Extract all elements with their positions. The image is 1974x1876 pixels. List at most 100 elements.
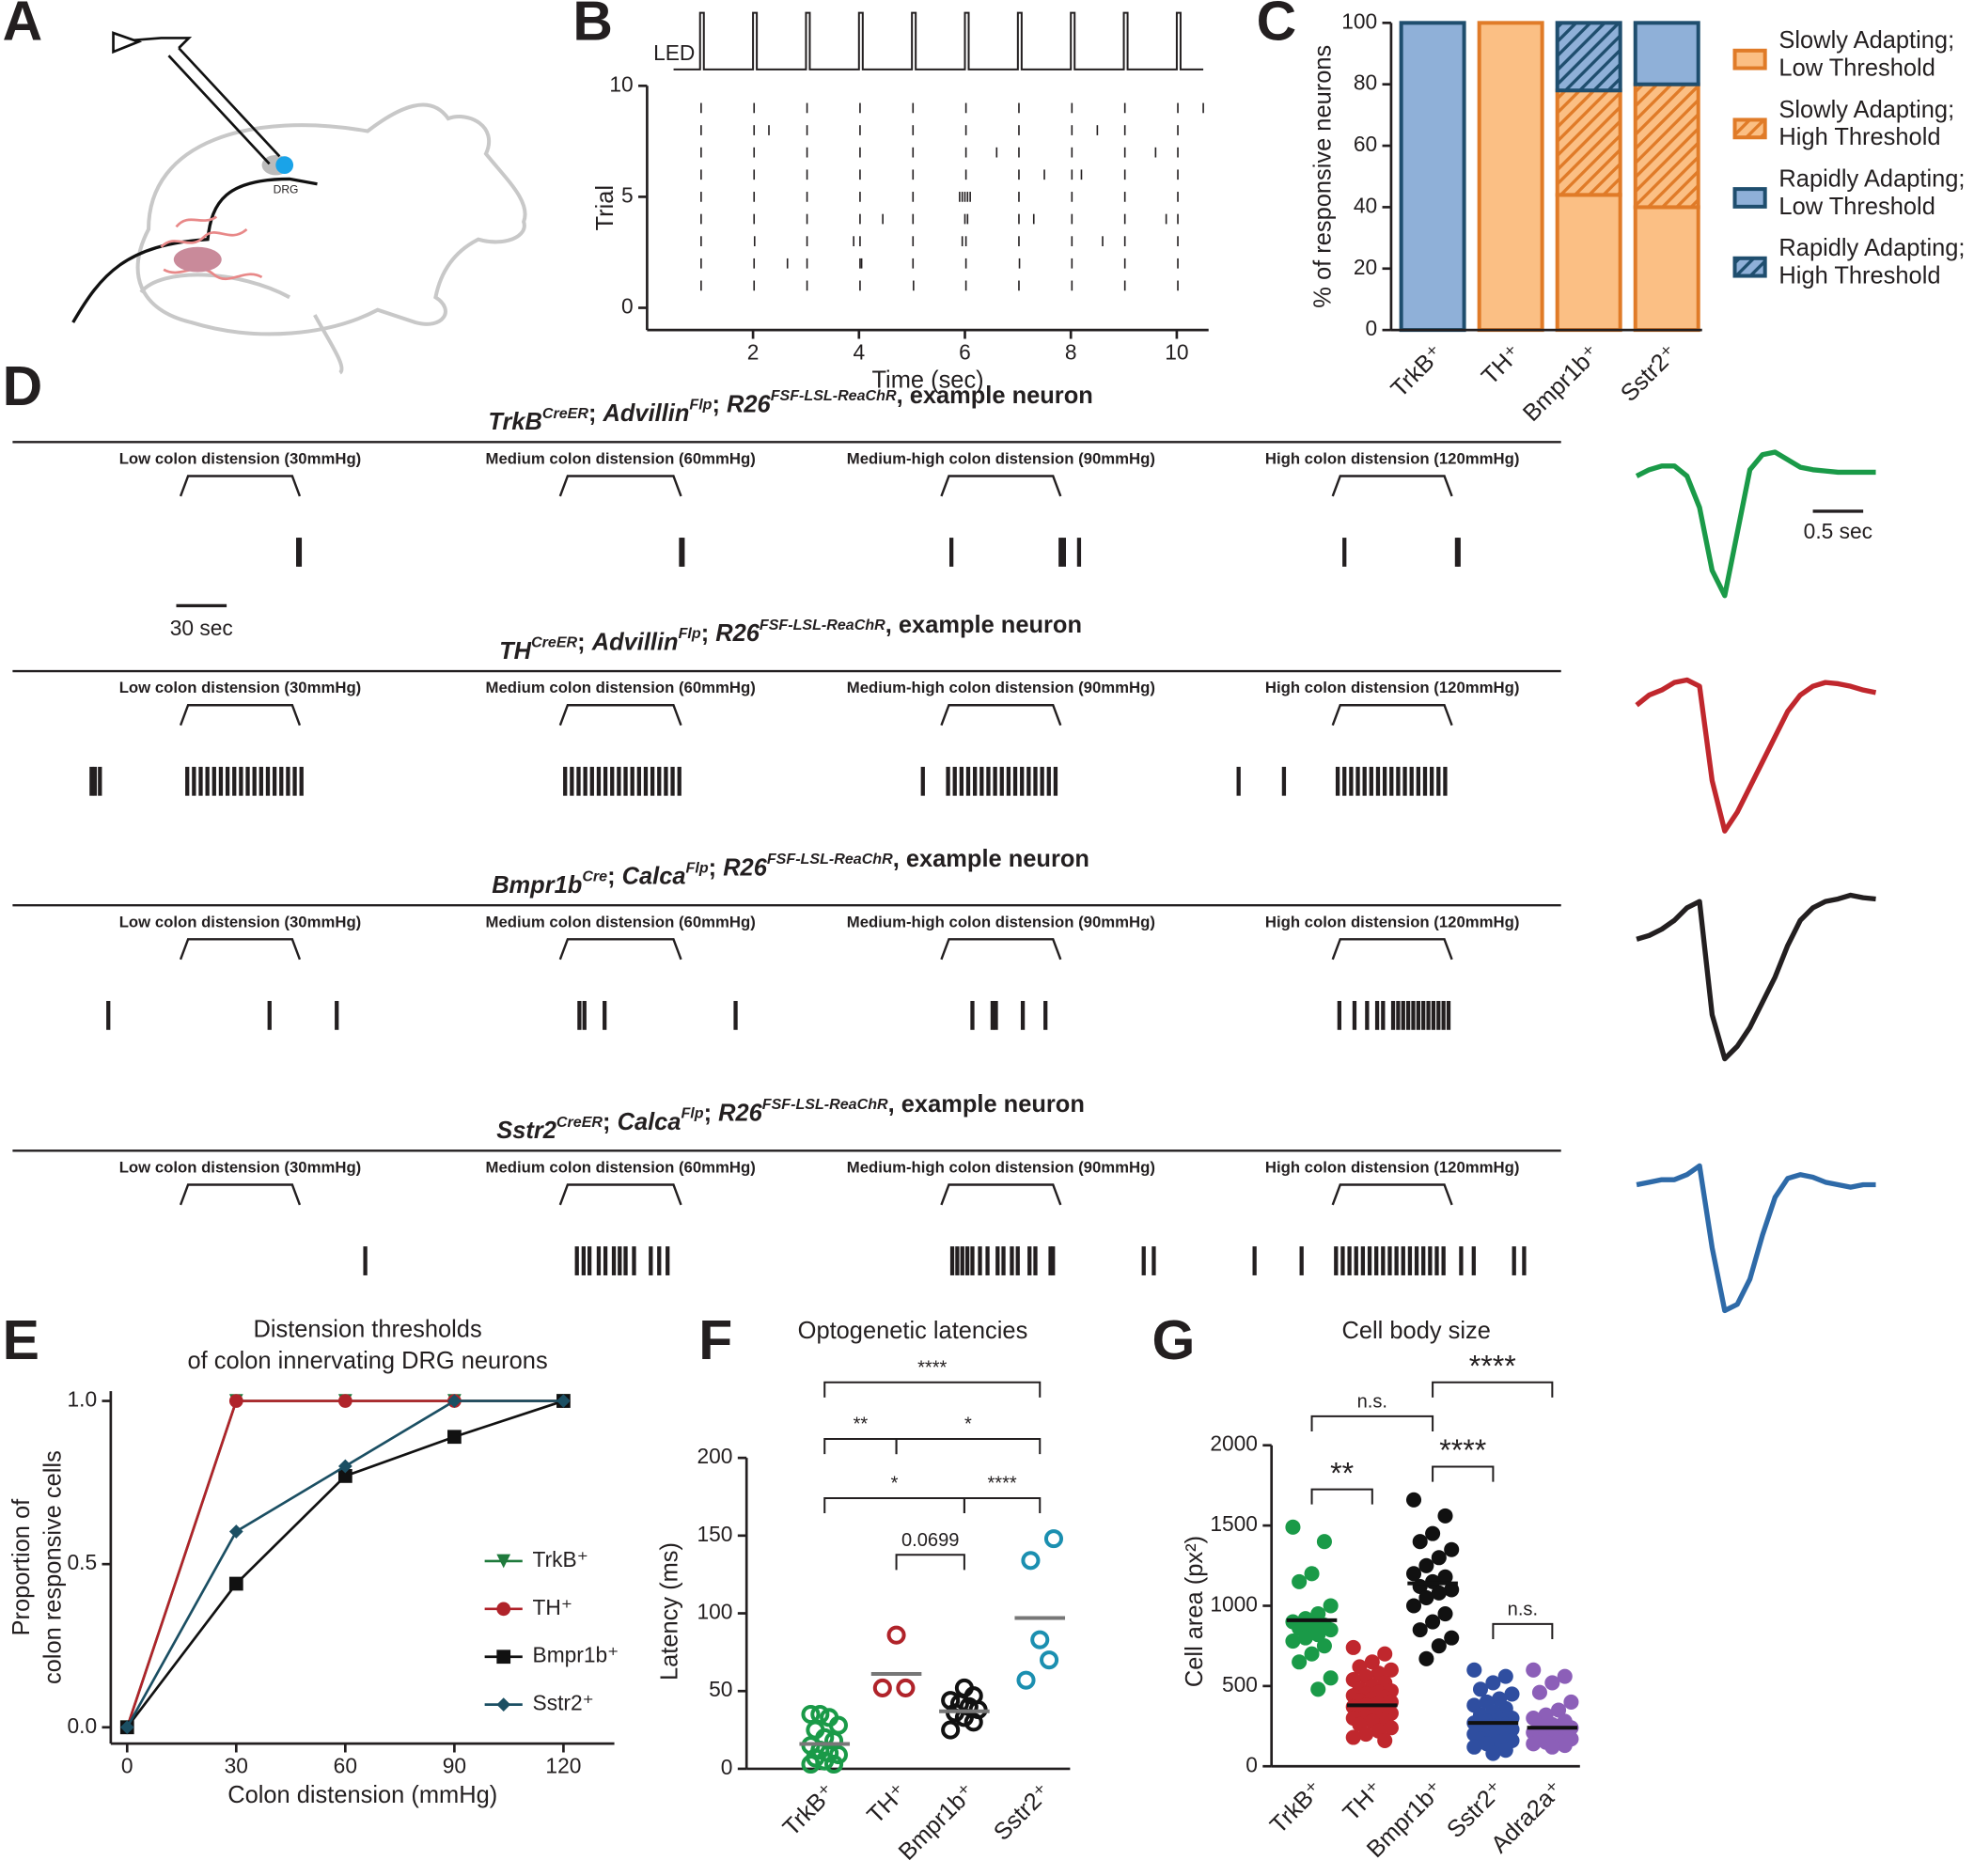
title-text: R26	[715, 620, 760, 647]
title-text: ;	[701, 620, 716, 647]
y-tick-label: 200	[697, 1444, 732, 1468]
significance-bracket	[895, 1554, 965, 1571]
title-text: , example neuron	[893, 846, 1089, 872]
stimulus-bracket	[179, 704, 302, 727]
x-tick-label: TrkB⁺	[778, 1779, 841, 1842]
data-point	[1405, 1598, 1422, 1614]
stimulus-bracket	[179, 1183, 302, 1206]
legend-swatch	[1732, 187, 1767, 209]
stimulus-label: Medium-high colon distension (90mmHg)	[847, 1159, 1155, 1177]
marker	[496, 1649, 511, 1665]
series-line	[125, 1399, 564, 1728]
x-axis-label: Colon distension (mmHg)	[227, 1782, 497, 1808]
colon	[173, 246, 222, 273]
stimulus-bracket	[940, 704, 1062, 727]
led-trace	[673, 11, 1204, 70]
title-text: Sstr2	[496, 1118, 556, 1144]
data-point	[1497, 1743, 1513, 1759]
title-text: Calca	[618, 1109, 682, 1135]
x-tick-label: 10	[1165, 340, 1188, 365]
x-tick-label: 8	[1065, 340, 1077, 365]
title-text: , example neuron	[888, 1091, 1085, 1118]
data-point	[1377, 1646, 1393, 1662]
title-text: ;	[588, 400, 603, 427]
significance-label: n.s.	[1508, 1599, 1538, 1619]
stimulus-bracket	[940, 938, 1062, 961]
data-point	[1292, 1573, 1308, 1589]
title-sup: Flp	[679, 625, 701, 642]
panel-label: F	[698, 1310, 732, 1371]
title-text: R26	[718, 1100, 763, 1126]
data-point	[1016, 1670, 1036, 1690]
marker	[496, 1554, 511, 1569]
data-point	[1425, 1525, 1441, 1541]
data-point	[810, 1704, 830, 1725]
title-text: TrkB	[488, 409, 542, 435]
x-tick-label: Sstr2⁺	[1616, 340, 1683, 407]
significance-label: n.s.	[1357, 1391, 1387, 1412]
y-tick-label: 100	[697, 1600, 732, 1624]
legend-label: Bmpr1b⁺	[533, 1643, 619, 1667]
title-text: R26	[727, 391, 772, 417]
title-text: , example neuron	[885, 612, 1082, 638]
bar-segment	[1633, 82, 1700, 210]
y-tick-label: 500	[1222, 1672, 1258, 1696]
data-point	[1472, 1681, 1489, 1697]
chart-title: Distension thresholds	[253, 1317, 481, 1343]
drg-neuron	[275, 156, 294, 175]
bar-segment	[1555, 21, 1622, 93]
significance-label: **	[854, 1415, 869, 1435]
series-line	[126, 1399, 564, 1728]
scale-bar-label: 30 sec	[170, 616, 233, 640]
panel-label: A	[3, 0, 43, 53]
legend-swatch	[1732, 48, 1767, 70]
marker	[228, 1524, 243, 1539]
data-point	[1304, 1646, 1320, 1662]
data-point	[820, 1708, 839, 1727]
data-point	[1316, 1534, 1332, 1550]
title-sup: CreER	[531, 634, 577, 651]
stimulus-label: Medium colon distension (60mmHg)	[486, 1159, 756, 1177]
significance-label: ****	[1469, 1350, 1516, 1384]
significance-label: ****	[917, 1357, 947, 1378]
significance-label: ****	[1439, 1433, 1486, 1467]
title-text: Calca	[622, 863, 686, 889]
stimulus-label: High colon distension (120mmHg)	[1265, 913, 1520, 930]
significance-bracket	[895, 1438, 1042, 1455]
data-point	[1418, 1589, 1434, 1605]
pipette	[113, 37, 281, 165]
title-sup: CreER	[542, 405, 588, 422]
stimulus-label: Medium colon distension (60mmHg)	[486, 679, 756, 696]
data-point	[1405, 1492, 1422, 1508]
row-title: Sstr2CreER; CalcaFlp; R26FSF-LSL-ReaChR,…	[496, 1091, 1085, 1144]
data-point	[1383, 1662, 1399, 1678]
title-text: ;	[712, 391, 727, 417]
data-point	[872, 1678, 892, 1697]
stimulus-label: High colon distension (120mmHg)	[1265, 679, 1520, 696]
stimulus-label: High colon distension (120mmHg)	[1265, 1159, 1520, 1177]
data-point	[1285, 1519, 1301, 1535]
data-point	[1526, 1662, 1542, 1678]
title-text: ;	[577, 629, 592, 655]
data-point	[941, 1691, 961, 1711]
bar-segment	[1633, 21, 1700, 86]
data-point	[1040, 1650, 1059, 1670]
data-point	[954, 1678, 974, 1697]
panel-label: C	[1257, 0, 1297, 53]
significance-label: 0.0699	[901, 1530, 959, 1551]
y-tick-label: 20	[1354, 255, 1377, 279]
title-sup: Flp	[689, 397, 712, 414]
data-point	[1557, 1738, 1573, 1754]
data-point	[1323, 1598, 1339, 1614]
stimulus-bracket	[1331, 1183, 1453, 1206]
y-tick-label: 0.0	[67, 1713, 97, 1738]
title-sup: FSF-LSL-ReaChR	[762, 1096, 888, 1113]
data-point	[1383, 1720, 1399, 1736]
y-axis-label: % of responsive neurons	[1310, 45, 1337, 308]
stimulus-label: Medium-high colon distension (90mmHg)	[847, 913, 1155, 930]
legend-label: Slowly Adapting; Low Threshold	[1778, 27, 1955, 83]
marker	[496, 1602, 511, 1617]
data-point	[1466, 1739, 1482, 1755]
x-axis-label: Time (sec)	[871, 367, 983, 394]
